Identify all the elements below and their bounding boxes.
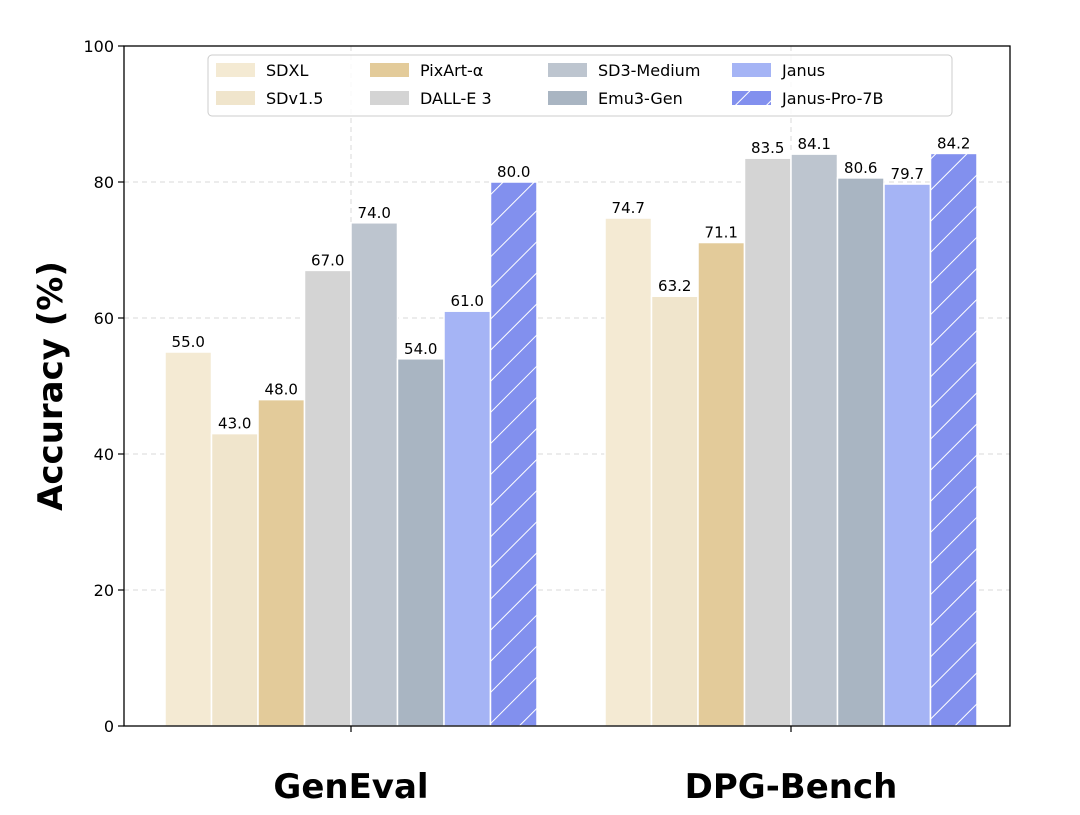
bar-hatch	[930, 153, 977, 726]
y-tick-label: 40	[94, 445, 114, 464]
bar	[743, 157, 792, 727]
data-labels: 55.0 74.7 43.0 63.2 48.0 71.1 67.0 83.5 74.0 84.1…	[172, 134, 971, 432]
data-label: 80.0	[497, 163, 530, 181]
bar	[836, 177, 885, 727]
y-tick-label: 100	[83, 37, 114, 56]
y-tick-label: 0	[104, 717, 114, 736]
data-label: 61.0	[451, 292, 484, 310]
x-tick-label: DPG-Bench	[685, 767, 898, 807]
data-label: 84.1	[798, 135, 831, 153]
y-tick-label: 80	[94, 173, 114, 192]
legend-swatch	[216, 63, 255, 77]
legend-label: PixArt-α	[420, 61, 483, 80]
legend-swatch	[548, 91, 587, 105]
legend-label: Janus	[781, 61, 825, 80]
data-label: 48.0	[265, 381, 298, 399]
legend-swatch	[370, 63, 409, 77]
data-label: 71.1	[705, 224, 738, 242]
legend-label: SDv1.5	[266, 89, 323, 108]
y-tick-label: 60	[94, 309, 114, 328]
data-label: 74.7	[612, 199, 645, 217]
data-label: 83.5	[751, 139, 784, 157]
bar	[604, 217, 653, 727]
y-tick-label: 20	[94, 581, 114, 600]
legend-swatch	[216, 91, 255, 105]
bar	[650, 295, 699, 727]
legend: SDXL SDv1.5 PixArt-α DALL-E 3 SD3-Medium Emu3…	[207, 54, 953, 117]
bar	[396, 358, 445, 727]
bars	[164, 152, 978, 727]
data-label: 54.0	[404, 340, 437, 358]
plot-frame	[123, 45, 1011, 727]
data-label: 67.0	[311, 251, 344, 269]
x-tick-label: GenEval	[273, 767, 428, 807]
bar	[697, 241, 746, 727]
bar	[164, 351, 213, 727]
legend-swatch-hatch	[732, 91, 771, 105]
legend-label: SDXL	[266, 61, 308, 80]
bar	[257, 398, 306, 727]
bar	[883, 183, 932, 727]
bar	[210, 432, 259, 727]
legend-swatch	[370, 91, 409, 105]
bar	[350, 222, 399, 727]
bar-hatch	[490, 182, 537, 726]
data-label: 55.0	[172, 333, 205, 351]
legend-label: Janus-Pro-7B	[781, 89, 884, 108]
data-label: 63.2	[658, 277, 691, 295]
bar	[790, 153, 839, 727]
legend-label: SD3-Medium	[598, 61, 700, 80]
legend-swatch	[732, 63, 771, 77]
data-label: 43.0	[218, 415, 251, 433]
bar	[303, 269, 352, 727]
legend-swatch	[548, 63, 587, 77]
legend-label: Emu3-Gen	[598, 89, 683, 108]
data-label: 84.2	[937, 134, 970, 152]
data-label: 74.0	[358, 204, 391, 222]
axes: 0 20 40 60 80 100 GenEval DPG-Bench Accuracy (%)	[31, 37, 1011, 807]
data-label: 79.7	[891, 165, 924, 183]
data-label: 80.6	[844, 159, 877, 177]
bar	[443, 310, 492, 727]
y-axis-title: Accuracy (%)	[31, 261, 71, 511]
legend-label: DALL-E 3	[420, 89, 492, 108]
